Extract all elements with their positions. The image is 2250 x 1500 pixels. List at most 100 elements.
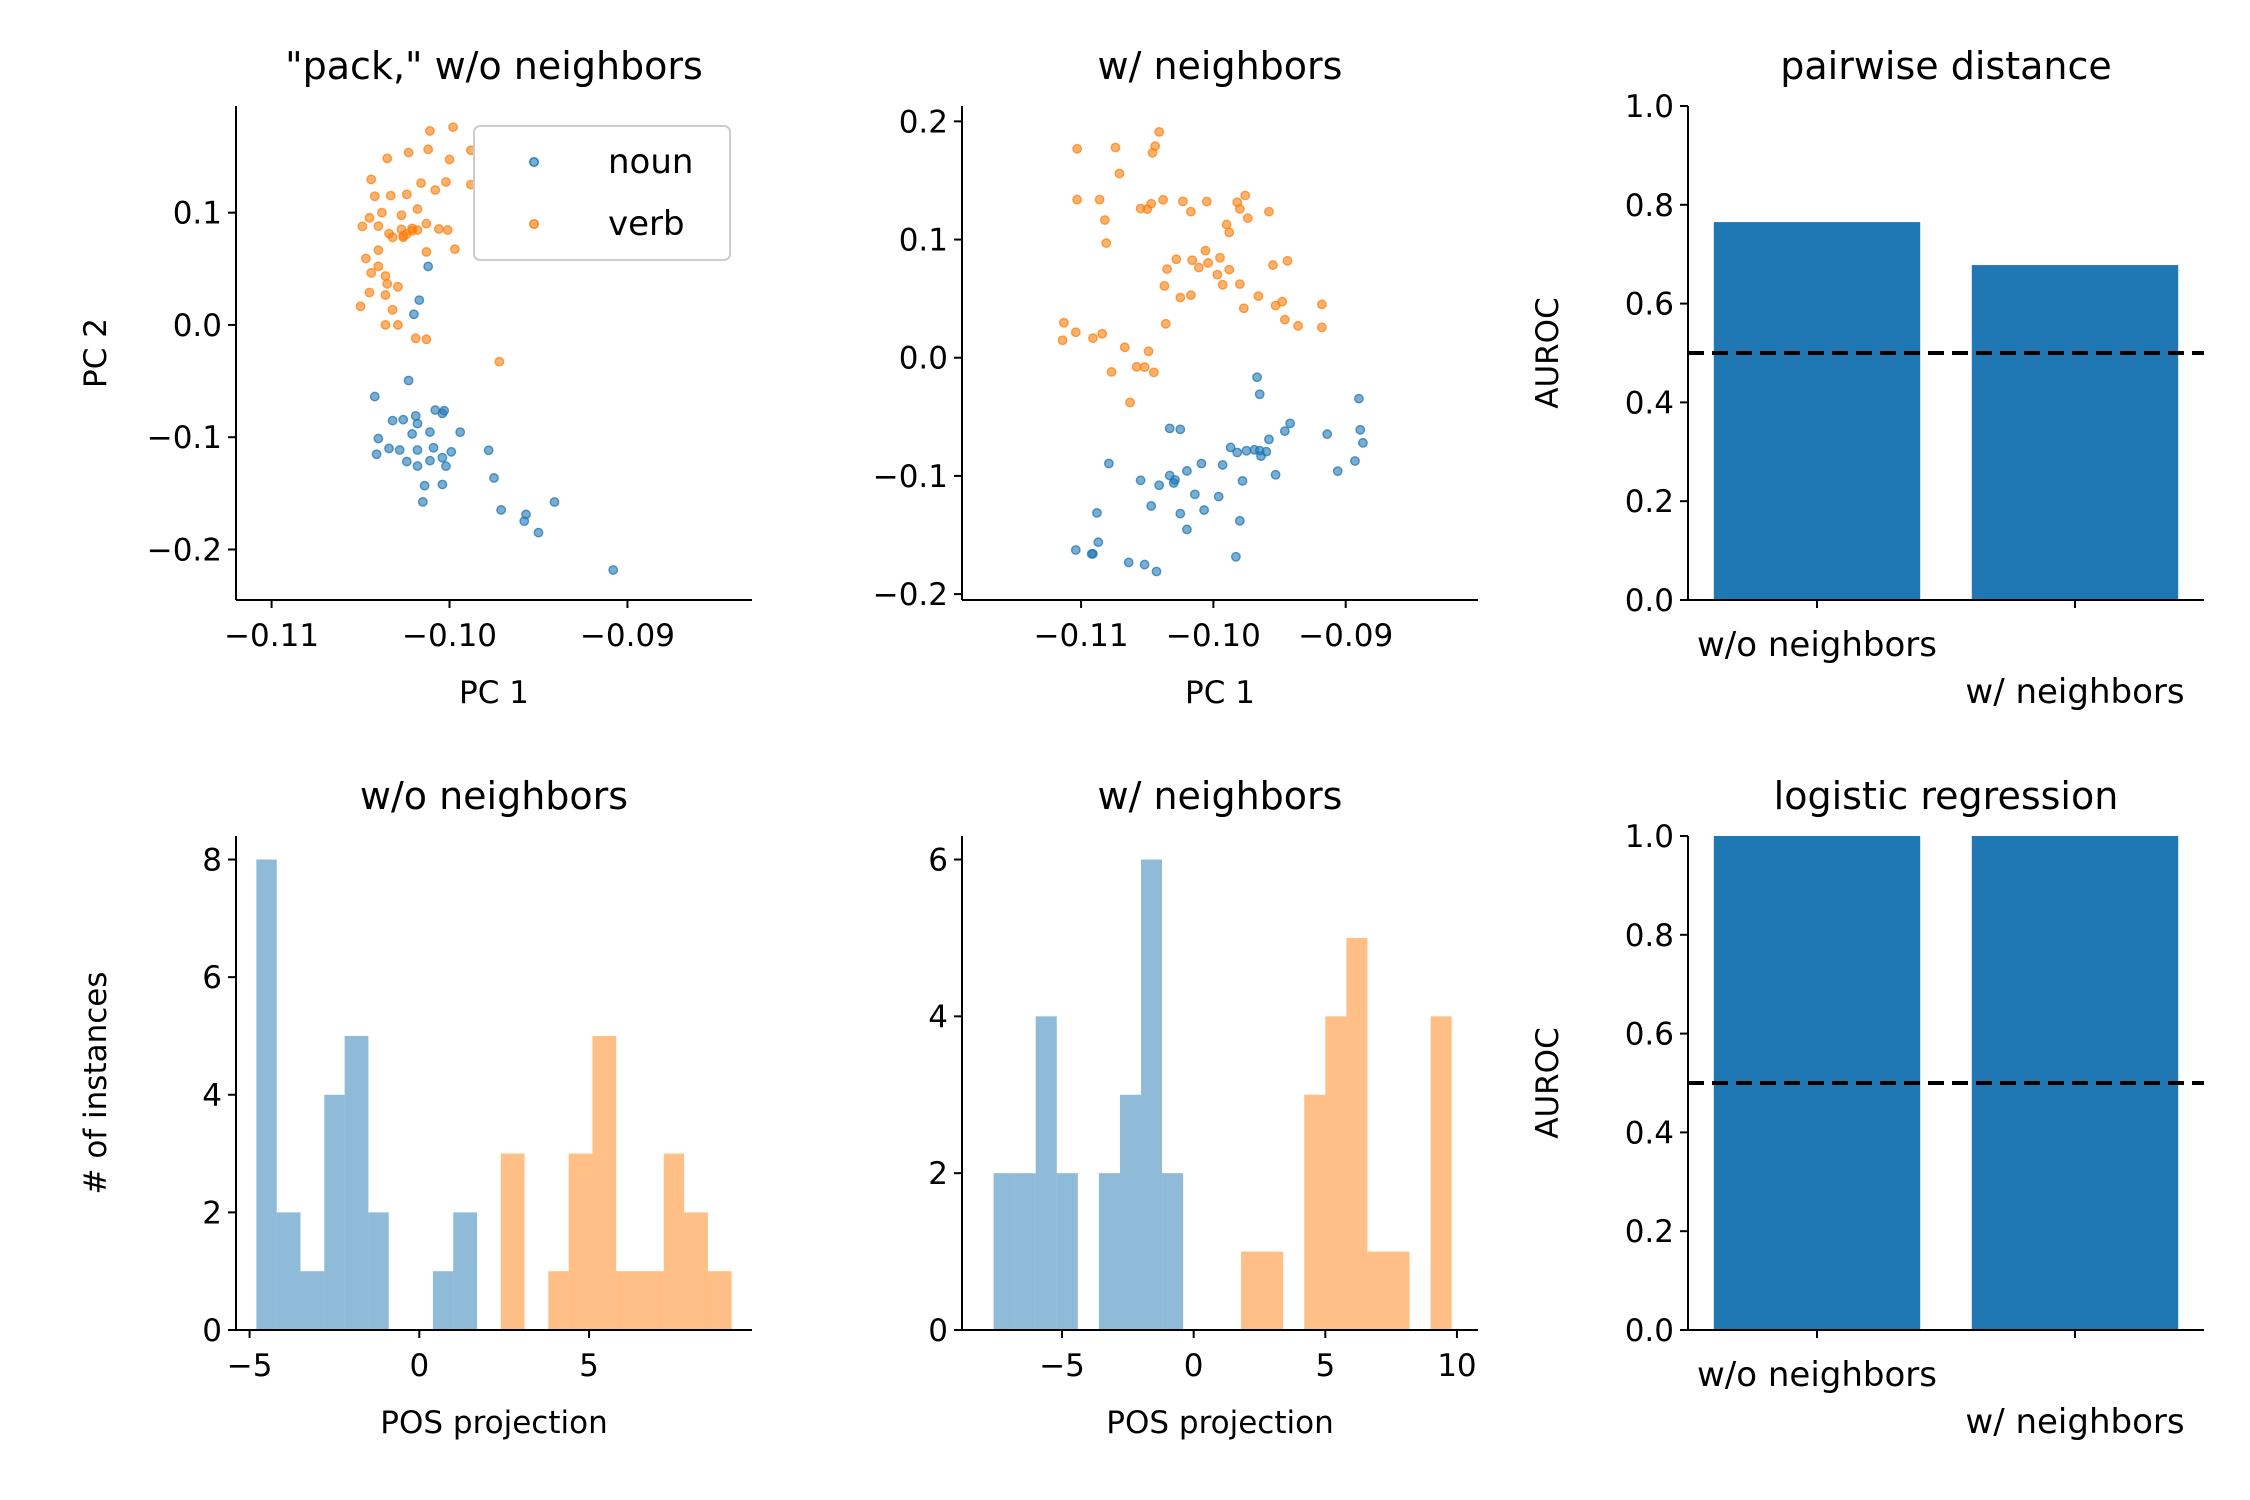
y-tick-label: 0.2 <box>899 104 948 140</box>
verb-point <box>1131 361 1142 372</box>
verb-point <box>412 225 423 235</box>
noun-point <box>489 473 499 483</box>
noun-point <box>1182 524 1192 535</box>
x-tick-label: 5 <box>579 1348 599 1384</box>
verb-hist-bar <box>1241 1251 1263 1330</box>
noun-point <box>437 452 448 463</box>
verb-point <box>366 267 377 278</box>
noun-point <box>1279 426 1290 437</box>
verb-point <box>1212 269 1223 280</box>
noun-point <box>1237 475 1248 486</box>
x-tick-label: −0.09 <box>580 618 675 654</box>
verb-point <box>1058 317 1069 328</box>
verb-point <box>393 320 403 330</box>
noun-point <box>409 309 419 320</box>
y-tick-label: −0.1 <box>147 420 222 456</box>
x-axis-label: PC 1 <box>1185 675 1255 711</box>
noun-point <box>1199 505 1210 515</box>
verb-point <box>1099 215 1110 225</box>
verb-point <box>1154 126 1165 137</box>
verb-hist-bar <box>707 1271 732 1330</box>
y-tick-label: 6 <box>928 843 948 879</box>
verb-point <box>412 204 423 214</box>
x-tick-label: w/ neighbors <box>1965 672 2184 712</box>
verb-hist-bar <box>548 1271 569 1330</box>
verb-point <box>1316 299 1327 310</box>
noun-point <box>1139 559 1150 570</box>
verb-point <box>1146 198 1157 209</box>
verb-point <box>1282 255 1293 266</box>
noun-point <box>1230 551 1241 562</box>
noun-hist-bar <box>1014 1173 1036 1330</box>
noun-hist-bar <box>368 1212 389 1330</box>
noun-point <box>549 497 560 507</box>
noun-point <box>1252 372 1262 383</box>
y-tick-label: 0 <box>202 1313 222 1349</box>
noun-point <box>1086 549 1097 559</box>
verb-point <box>1203 258 1213 268</box>
verb-point <box>1224 264 1235 275</box>
noun-point <box>608 565 619 575</box>
verb-point <box>1160 318 1171 329</box>
noun-point <box>369 391 380 402</box>
legend-marker-verb <box>529 219 539 229</box>
verb-point <box>1293 320 1303 331</box>
verb-point <box>380 320 391 330</box>
y-tick-label: −0.2 <box>873 577 948 613</box>
verb-point <box>410 333 421 344</box>
chart-title: w/ neighbors <box>1098 774 1343 818</box>
verb-point <box>364 287 375 298</box>
noun-point <box>1123 557 1134 568</box>
verb-point <box>1200 245 1211 256</box>
panel-hist-with: −5 0 5 10 0 2 4 6 w/ neighbors POS projection <box>928 774 1478 1441</box>
verb-point <box>1242 213 1253 224</box>
verb-point <box>1185 206 1196 217</box>
verb-hist-bar <box>1367 1251 1389 1330</box>
verb-point <box>1110 142 1121 153</box>
noun-point <box>1354 393 1364 404</box>
panel-scatter-with: −0.11 −0.10 −0.09 −0.2 −0.1 0.0 0.1 0.2 w/ neigh… <box>873 44 1478 711</box>
verb-hist-bar <box>684 1212 708 1330</box>
verb-point <box>1193 262 1204 273</box>
y-axis-label: AUROC <box>1530 1027 1566 1138</box>
x-tick-label: −5 <box>227 1348 273 1384</box>
noun-point <box>1264 434 1274 445</box>
verb-point <box>449 244 460 255</box>
y-tick-label: 0.1 <box>899 223 948 259</box>
y-axis-label: # of instances <box>78 971 114 1194</box>
noun-point <box>1332 466 1343 477</box>
verb-point <box>1224 227 1235 238</box>
noun-point <box>1151 566 1162 577</box>
verb-point <box>1114 168 1125 179</box>
chart-title: w/o neighbors <box>360 774 628 818</box>
verb-hist-bar <box>616 1271 640 1330</box>
noun-hist-bar <box>1056 1173 1078 1330</box>
noun-point <box>403 375 414 386</box>
noun-point <box>419 480 430 491</box>
x-tick-label: −0.09 <box>1298 618 1393 654</box>
verb-hist-bar <box>1430 1016 1452 1330</box>
verb-point <box>1217 279 1228 290</box>
verb-point <box>433 224 444 234</box>
y-tick-label: 8 <box>202 843 222 879</box>
noun-point <box>1189 489 1200 500</box>
y-tick-label: 0.8 <box>1625 188 1674 224</box>
verb-point <box>385 190 396 201</box>
x-tick-label: −0.11 <box>224 618 319 654</box>
y-tick-label: 2 <box>202 1195 222 1231</box>
verb-point <box>377 207 387 218</box>
verb-point <box>442 225 453 235</box>
verb-point <box>416 178 426 189</box>
noun-hist-bar <box>324 1094 345 1330</box>
chart-title: "pack," w/o neighbors <box>285 44 703 88</box>
noun-point <box>1254 389 1265 400</box>
verb-point <box>1072 194 1083 205</box>
noun-point <box>1154 480 1165 491</box>
noun-point <box>1256 451 1266 462</box>
legend-label-verb: verb <box>608 204 685 244</box>
noun-point <box>441 461 451 472</box>
noun-hist-bar <box>1141 859 1163 1330</box>
verb-point <box>1094 194 1105 205</box>
noun-point <box>1249 444 1260 455</box>
